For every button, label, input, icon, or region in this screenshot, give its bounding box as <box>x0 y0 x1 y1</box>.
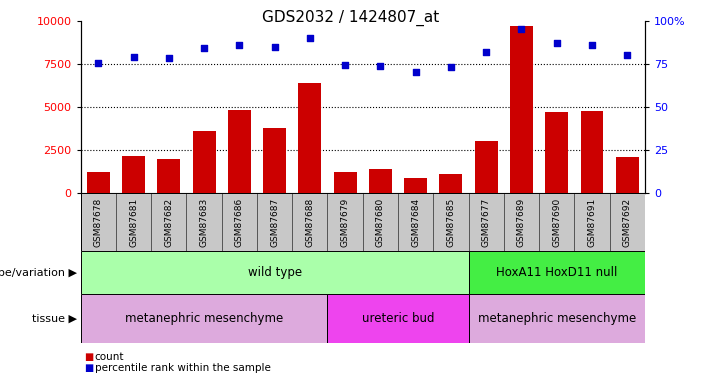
Point <box>163 55 175 61</box>
Text: GSM87689: GSM87689 <box>517 198 526 247</box>
Point <box>516 26 527 32</box>
Text: GSM87677: GSM87677 <box>482 198 491 247</box>
Text: GSM87681: GSM87681 <box>129 198 138 247</box>
Text: GSM87679: GSM87679 <box>341 198 350 247</box>
Point <box>198 45 210 51</box>
Bar <box>122 156 145 193</box>
Text: GSM87688: GSM87688 <box>306 198 314 247</box>
Text: GSM87687: GSM87687 <box>270 198 279 247</box>
Bar <box>510 26 533 193</box>
Bar <box>157 159 180 193</box>
Point <box>375 63 386 69</box>
Point <box>269 44 280 50</box>
Point <box>445 64 456 70</box>
Text: ■: ■ <box>84 363 93 373</box>
Text: GSM87683: GSM87683 <box>200 198 209 247</box>
Point <box>587 42 598 48</box>
Point <box>481 49 492 55</box>
Bar <box>440 174 463 193</box>
Point <box>622 52 633 58</box>
Point <box>551 40 562 46</box>
Bar <box>81 294 327 343</box>
Text: GSM87685: GSM87685 <box>447 198 456 247</box>
Text: ■: ■ <box>84 352 93 362</box>
Text: HoxA11 HoxD11 null: HoxA11 HoxD11 null <box>496 266 618 279</box>
Bar <box>263 128 286 193</box>
Bar <box>87 172 110 193</box>
Bar <box>404 178 427 193</box>
Text: GSM87680: GSM87680 <box>376 198 385 247</box>
Text: GSM87678: GSM87678 <box>94 198 103 247</box>
Bar <box>327 294 468 343</box>
Bar <box>468 251 645 294</box>
Text: metanephric mesenchyme: metanephric mesenchyme <box>125 312 283 325</box>
Bar <box>580 111 604 193</box>
Text: GSM87684: GSM87684 <box>411 198 420 247</box>
Text: GSM87686: GSM87686 <box>235 198 244 247</box>
Bar <box>193 131 215 193</box>
Bar <box>334 172 357 193</box>
Bar <box>545 112 569 193</box>
Text: genotype/variation ▶: genotype/variation ▶ <box>0 268 77 278</box>
Bar <box>228 110 251 193</box>
Bar <box>299 83 321 193</box>
Bar <box>615 157 639 193</box>
Text: tissue ▶: tissue ▶ <box>32 314 77 324</box>
Text: GSM87691: GSM87691 <box>587 198 597 247</box>
Text: GSM87682: GSM87682 <box>164 198 173 247</box>
Point <box>233 42 245 48</box>
Point <box>410 69 421 75</box>
Bar <box>369 169 392 193</box>
Text: metanephric mesenchyme: metanephric mesenchyme <box>477 312 636 325</box>
Bar <box>468 294 645 343</box>
Text: count: count <box>95 352 124 362</box>
Point <box>93 60 104 66</box>
Text: percentile rank within the sample: percentile rank within the sample <box>95 363 271 373</box>
Text: ureteric bud: ureteric bud <box>362 312 435 325</box>
Point <box>128 54 139 60</box>
Point <box>339 63 350 69</box>
Text: GDS2032 / 1424807_at: GDS2032 / 1424807_at <box>262 9 439 26</box>
Text: GSM87690: GSM87690 <box>552 198 562 247</box>
Bar <box>81 251 468 294</box>
Bar <box>475 141 498 193</box>
Point <box>304 35 315 41</box>
Text: wild type: wild type <box>247 266 301 279</box>
Text: GSM87692: GSM87692 <box>622 198 632 247</box>
